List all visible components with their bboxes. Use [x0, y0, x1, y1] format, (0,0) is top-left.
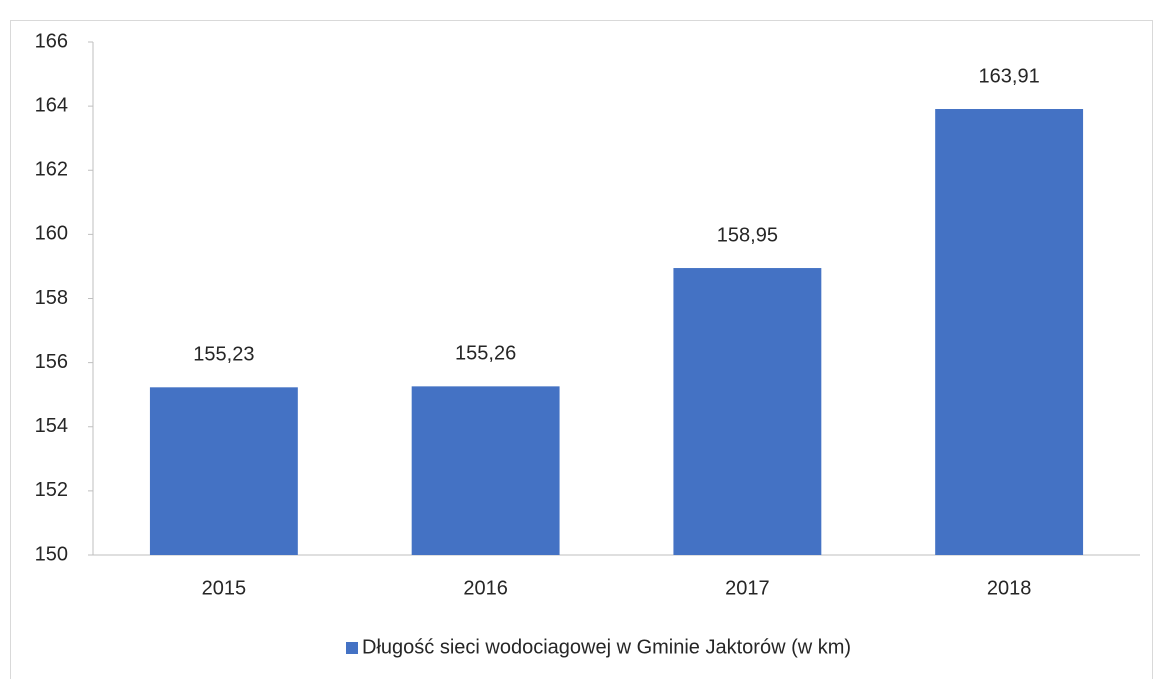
data-label: 163,91 [979, 65, 1040, 87]
legend-swatch [346, 642, 358, 654]
legend-label: Długość sieci wodociagowej w Gminie Jakt… [362, 636, 851, 658]
data-label: 158,95 [717, 224, 778, 246]
bar [149, 387, 298, 555]
y-tick-label: 152 [35, 479, 68, 501]
x-tick-label: 2017 [725, 577, 770, 599]
bar [673, 268, 822, 555]
data-label: 155,26 [455, 343, 516, 365]
y-tick-label: 158 [35, 287, 68, 309]
y-tick-label: 154 [35, 415, 68, 437]
x-tick-label: 2015 [202, 577, 247, 599]
y-tick-label: 164 [35, 94, 68, 116]
y-tick-label: 162 [35, 159, 68, 181]
x-tick-label: 2016 [463, 577, 508, 599]
x-tick-label: 2018 [987, 577, 1032, 599]
bar [411, 386, 560, 555]
y-tick-label: 160 [35, 223, 68, 245]
data-label: 155,23 [193, 344, 254, 366]
bar [935, 109, 1084, 556]
y-tick-label: 150 [35, 543, 68, 565]
y-tick-label: 166 [35, 30, 68, 52]
y-tick-label: 156 [35, 351, 68, 373]
chart-border [10, 20, 1153, 679]
